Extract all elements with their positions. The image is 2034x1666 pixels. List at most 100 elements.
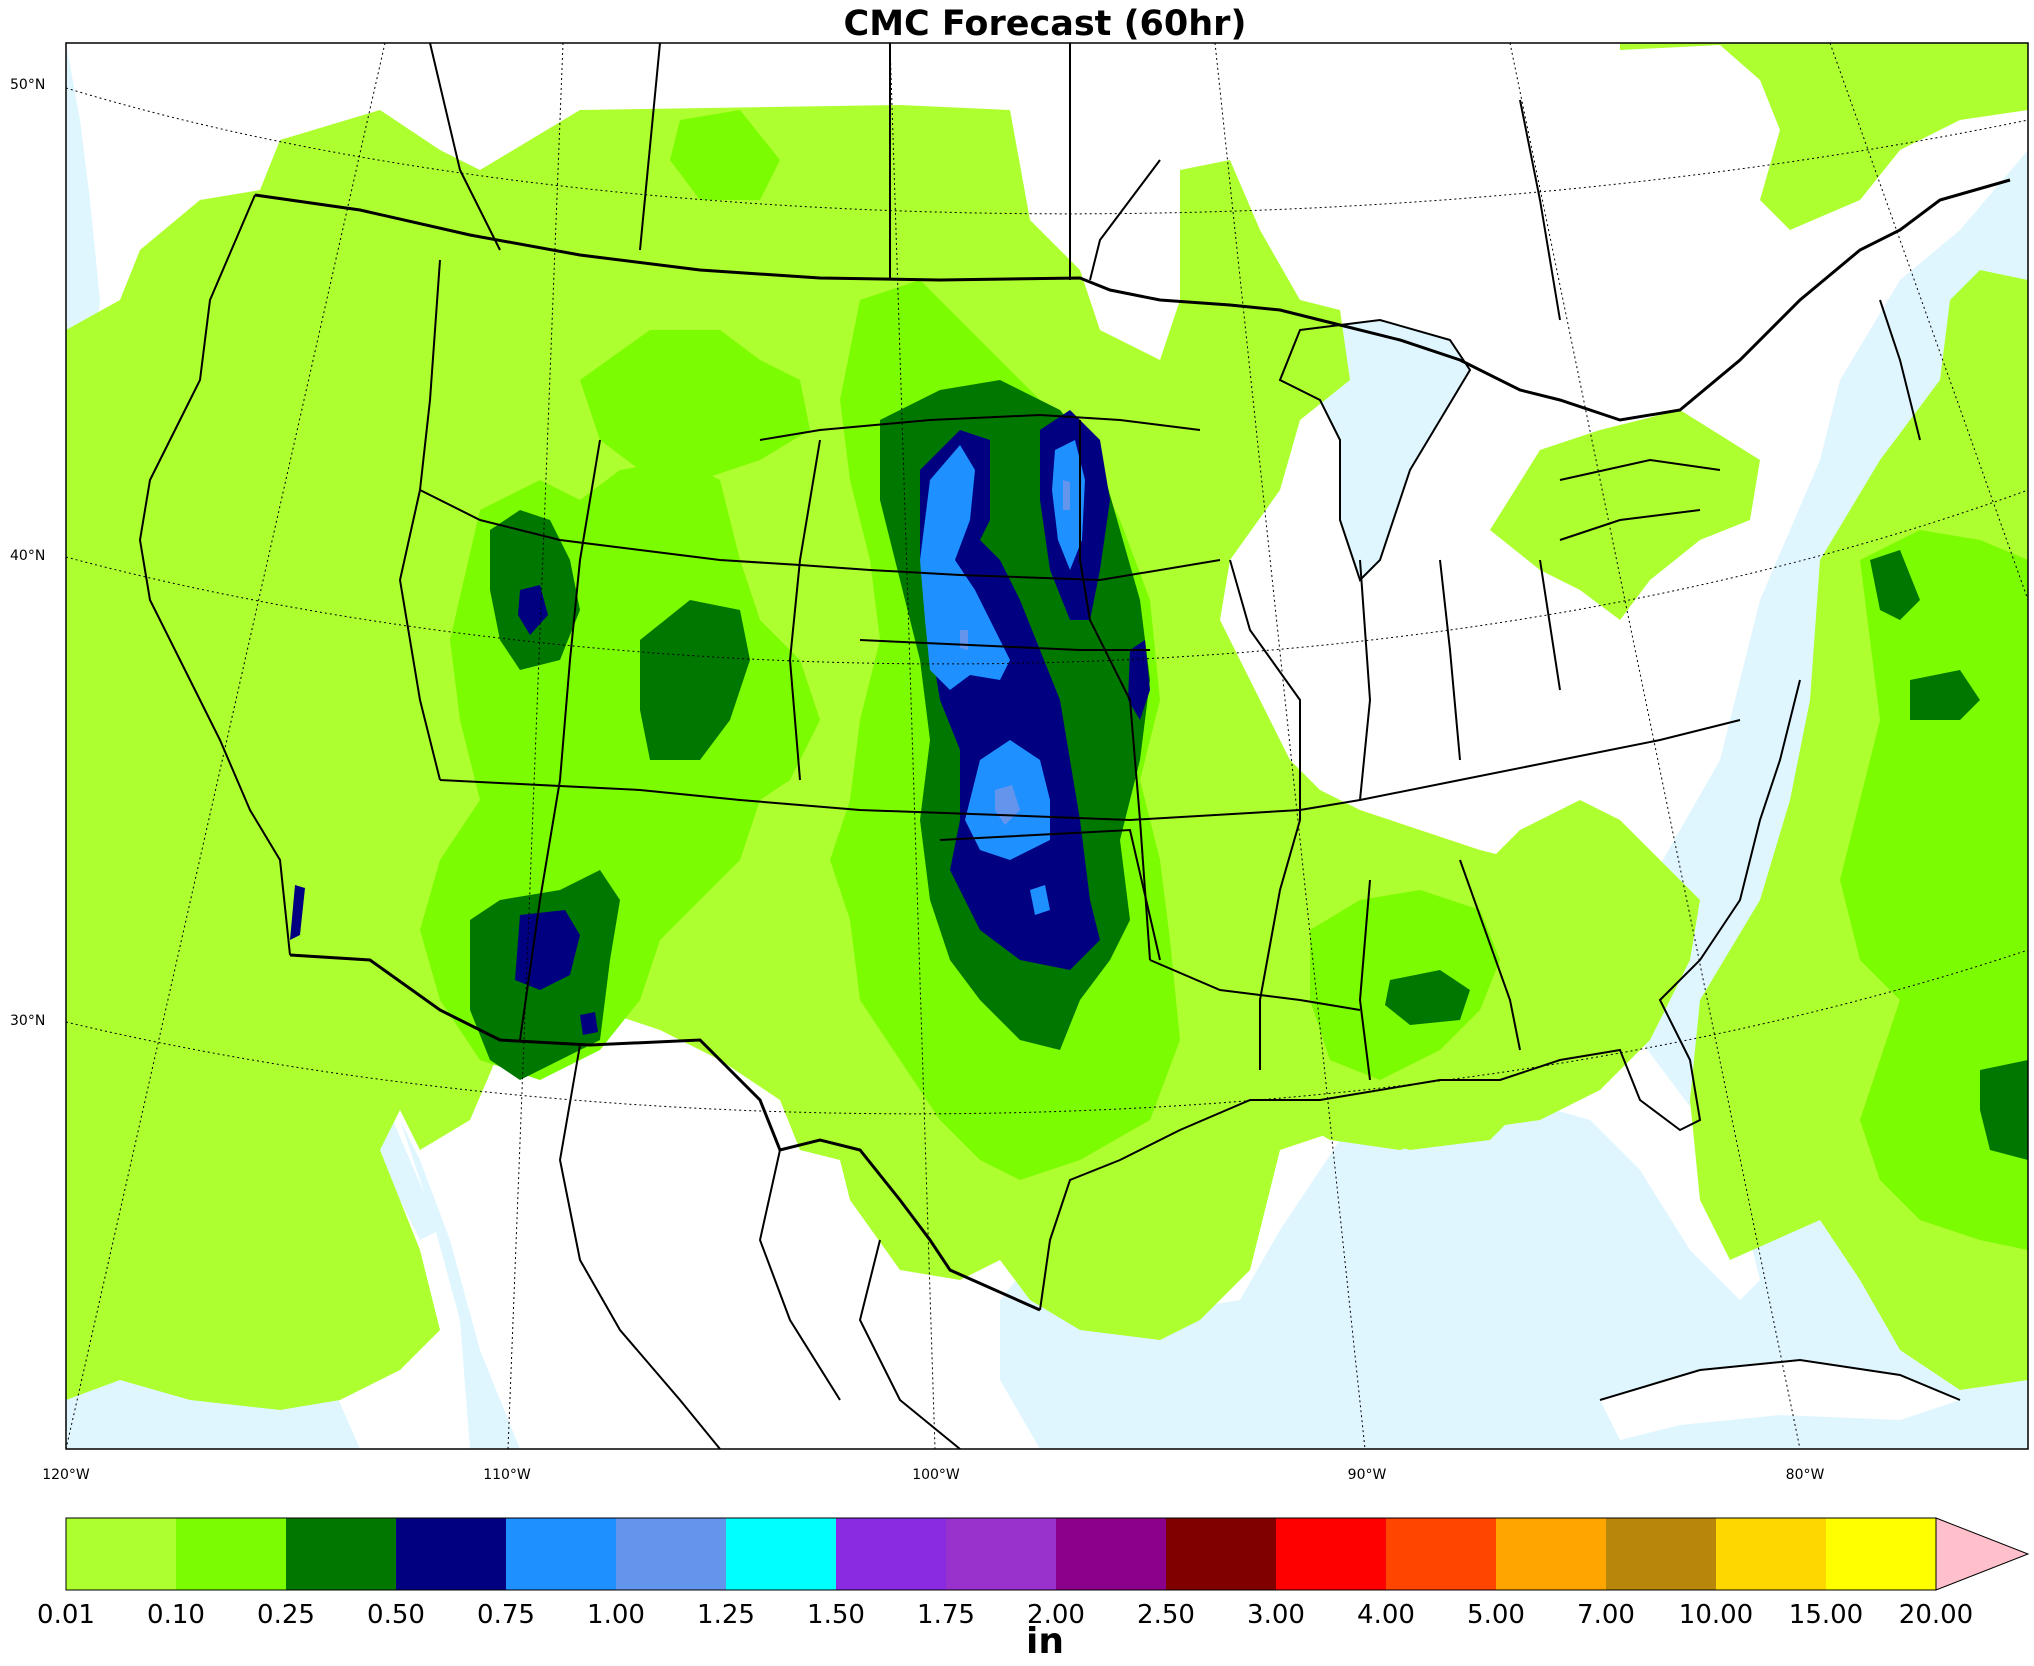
colorbar-swatch (1166, 1518, 1276, 1590)
colorbar-swatch (286, 1518, 396, 1590)
colorbar-tick-label: 5.00 (1467, 1600, 1525, 1630)
colorbar (65, 1517, 2030, 1591)
map-title: CMC Forecast (60hr) (843, 4, 1247, 44)
colorbar-tick-label: 7.00 (1577, 1600, 1635, 1630)
colorbar-swatch (66, 1518, 176, 1590)
precip-sd-1-00 (960, 630, 968, 650)
state-line-9 (939, 828, 1161, 961)
lat-label-50n: 50°N (10, 77, 46, 93)
cuba-coast (1599, 1358, 1961, 1401)
meridian-70w (1829, 43, 2028, 601)
colorbar-tick-label: 0.25 (257, 1600, 315, 1630)
colorbar-tick-label: 0.75 (477, 1600, 535, 1630)
colorbar-tick-label: 0.10 (147, 1600, 205, 1630)
land-cuba (1600, 1360, 1960, 1440)
colorbar-swatch (1716, 1518, 1826, 1590)
colorbar-swatch (396, 1518, 506, 1590)
gulf-coast (1039, 679, 1801, 1311)
state-line-25 (1879, 299, 1921, 441)
precip-iowa-0-50 (1128, 640, 1150, 720)
state-line-13 (1459, 859, 1521, 1051)
colorbar-tick-label: 1.00 (587, 1600, 645, 1630)
state-line-5 (1079, 420, 1151, 961)
state-line-4 (788, 439, 821, 781)
mexico-line-3 (858, 1239, 961, 1449)
precip-west-area (66, 105, 1590, 1410)
colorbar-tick-label: 3.00 (1247, 1600, 1305, 1630)
colorbar-extend-arrow (1935, 1517, 2030, 1591)
state-line-8 (859, 639, 1150, 651)
precip-montana-0-10 (580, 330, 810, 480)
state-line-15 (1439, 559, 1461, 761)
lon-label-80w: 80°W (1785, 1467, 1825, 1483)
state-line-23 (639, 43, 661, 251)
colorbar-swatch (1496, 1518, 1606, 1590)
colorbar-tick-label: 20.00 (1898, 1600, 1974, 1630)
meridian-80w (1509, 43, 1801, 1449)
colorbar-outline (65, 1517, 1937, 1591)
colorbar-tick-label: 1.75 (917, 1600, 975, 1630)
colorbar-tick-label: 0.01 (37, 1600, 95, 1630)
precip-oklahoma-0-75 (1030, 885, 1050, 915)
colorbar-tick-label: 15.00 (1788, 1600, 1864, 1630)
state-line-19 (1089, 159, 1161, 281)
colorbar-tick-label: 2.00 (1027, 1600, 1085, 1630)
lon-label-90w: 90°W (1347, 1467, 1387, 1483)
state-line-1 (419, 489, 1221, 582)
colorbar-unit-label: in (1026, 1621, 1064, 1662)
state-line-6 (519, 439, 601, 1041)
precip-atlantic2-0-25 (1910, 670, 1980, 720)
state-line-14 (1359, 559, 1372, 801)
state-line-18 (1559, 509, 1701, 541)
colorbar-swatch (1056, 1518, 1166, 1590)
colorbar-tick-label: 2.50 (1137, 1600, 1195, 1630)
precip-plains-0-50 (920, 430, 1100, 970)
precip-gulf-0-25 (1385, 970, 1470, 1025)
mexico-line-1 (558, 1044, 721, 1449)
state-line-20 (1519, 99, 1561, 321)
us-canada-border (254, 178, 2011, 422)
lon-label-120w: 120°W (42, 1467, 90, 1483)
precip-nebraska-1-00 (1063, 480, 1070, 510)
colorbar-tick-label: 4.00 (1357, 1600, 1415, 1630)
colorbar-swatch (1606, 1518, 1716, 1590)
colorbar-swatch (946, 1518, 1056, 1590)
state-line-12 (1358, 879, 1371, 1081)
precip-ohio-valley-area (1490, 410, 1760, 620)
colorbar-swatch (1826, 1518, 1936, 1590)
lat-label-40n: 40°N (10, 548, 46, 564)
mexico-line-2 (758, 1149, 841, 1401)
precip-atlantic3-0-25 (1980, 1060, 2028, 1160)
colorbar-tick-label: 1.25 (697, 1600, 755, 1630)
parallel-30n (66, 949, 2028, 1115)
precip-utah-0-50 (518, 585, 548, 635)
precip-nv-0-50 (290, 885, 305, 940)
precip-northeast-area (1620, 43, 2028, 230)
state-line-7 (398, 259, 441, 781)
meridian-120w (66, 43, 386, 1449)
state-line-2 (439, 719, 1741, 822)
precip-atlantic-0-25 (1870, 550, 1920, 620)
great-lakes-coast (1278, 318, 1472, 582)
colorbar-swatch (726, 1518, 836, 1590)
map-frame (65, 42, 2029, 1450)
colorbar-tick-label: 10.00 (1678, 1600, 1754, 1630)
state-line-24 (429, 43, 501, 251)
colorbar-swatch (836, 1518, 946, 1590)
colorbar-swatch (176, 1518, 286, 1590)
colorbar-tick-label: 1.50 (807, 1600, 865, 1630)
state-line-3 (759, 413, 1201, 441)
colorbar-swatch (616, 1518, 726, 1590)
lon-label-100w: 100°W (912, 1467, 960, 1483)
state-line-11 (1229, 559, 1301, 1070)
precip-plains-0-75 (920, 445, 1010, 690)
precip-north-0-10 (670, 110, 780, 200)
graticule (66, 43, 2028, 1449)
meridian-90w (1214, 43, 1366, 1449)
colorbar-swatch (1276, 1518, 1386, 1590)
state-line-16 (1539, 559, 1561, 691)
precip-arizona-0-50 (515, 910, 580, 990)
precip-nm-0-50 (580, 1012, 598, 1035)
colorbar-swatch (506, 1518, 616, 1590)
